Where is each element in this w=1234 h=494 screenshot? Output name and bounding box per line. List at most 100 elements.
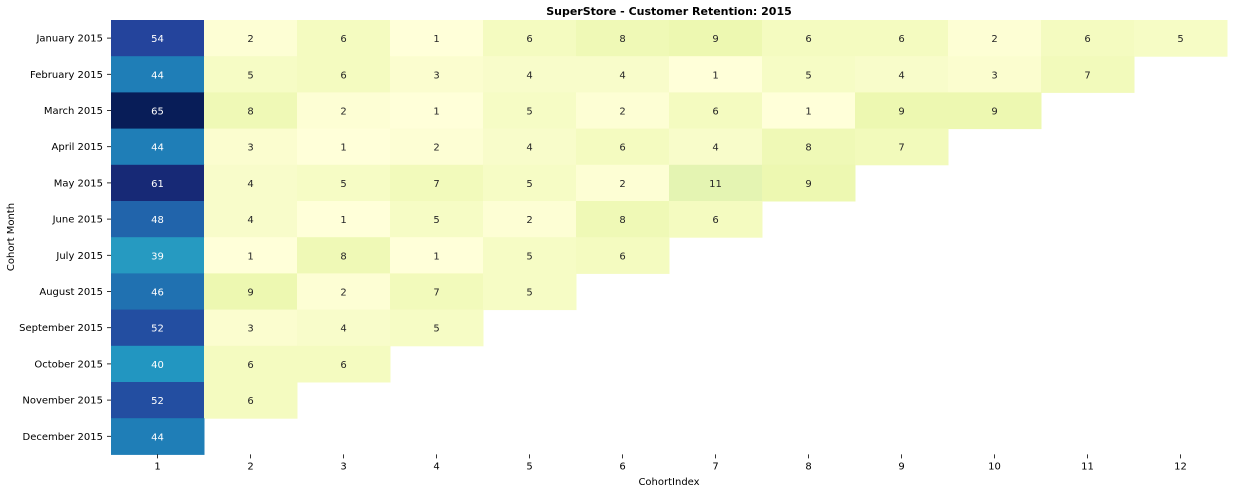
heatmap-cell — [297, 56, 391, 93]
cell-value-label: 6 — [805, 34, 811, 45]
cell-value-label: 3 — [247, 143, 253, 154]
cell-value-label: 4 — [526, 70, 532, 81]
cell-value-label: 6 — [712, 215, 718, 226]
heatmap-cell — [855, 56, 949, 93]
heatmap-cell — [204, 309, 298, 347]
heatmap-cell — [111, 237, 205, 274]
x-tick-label: 11 — [1081, 461, 1094, 472]
cell-value-label: 7 — [433, 288, 439, 299]
heatmap-cell — [483, 273, 577, 311]
x-axis-label: CohortIndex — [638, 477, 699, 488]
cell-value-label: 1 — [805, 107, 811, 118]
heatmap-cell — [204, 273, 298, 311]
heatmap-cell — [390, 309, 484, 347]
y-tick-label: January 2015 — [35, 34, 103, 45]
cell-value-label: 5 — [247, 70, 253, 81]
x-tick-label: 5 — [526, 461, 532, 472]
cell-value-label: 44 — [151, 70, 164, 81]
heatmap-cell — [297, 237, 391, 274]
heatmap-cell — [483, 164, 577, 202]
cell-value-label: 2 — [340, 107, 346, 118]
heatmap-cell — [483, 237, 577, 274]
heatmap-cell — [111, 56, 205, 93]
heatmap-cell — [576, 92, 670, 130]
cell-value-label: 65 — [151, 107, 164, 118]
cell-value-label: 11 — [709, 179, 722, 190]
cell-value-label: 6 — [526, 34, 532, 45]
x-tick-label: 8 — [805, 461, 811, 472]
x-tick-label: 10 — [988, 461, 1001, 472]
heatmap-cell — [390, 128, 484, 166]
cell-value-label: 9 — [712, 34, 718, 45]
y-tick-label: April 2015 — [52, 142, 103, 153]
heatmap-cell — [204, 164, 298, 202]
heatmap-cell — [948, 20, 1042, 57]
heatmap-cell — [111, 20, 205, 57]
cell-value-label: 7 — [1084, 70, 1090, 81]
heatmap-cell — [576, 56, 670, 93]
cell-value-label: 4 — [247, 215, 253, 226]
heatmap-cell — [855, 92, 949, 130]
heatmap-cell — [855, 128, 949, 166]
heatmap-cell — [1041, 56, 1135, 93]
cell-value-label: 5 — [526, 251, 532, 262]
heatmap-cell — [855, 20, 949, 57]
cell-value-label: 2 — [247, 34, 253, 45]
x-tick-label: 1 — [154, 461, 160, 472]
heatmap-cell — [297, 201, 391, 238]
cell-value-label: 4 — [247, 179, 253, 190]
cell-value-label: 5 — [526, 179, 532, 190]
heatmap-cell — [111, 273, 205, 311]
cell-value-label: 5 — [433, 215, 439, 226]
cell-value-label: 1 — [433, 251, 439, 262]
cell-value-label: 3 — [247, 324, 253, 335]
y-tick-labels: January 2015 February 2015 March 2015 April… — [19, 34, 111, 443]
heatmap-cell — [297, 164, 391, 202]
heatmap-cell — [576, 237, 670, 274]
cell-value-label: 9 — [805, 179, 811, 190]
x-tick-label: 3 — [340, 461, 346, 472]
x-tick-labels: 1 2 3 4 5 6 7 8 9 10 11 12 — [154, 454, 1187, 472]
cell-value-label: 4 — [712, 143, 718, 154]
cell-value-label: 5 — [526, 288, 532, 299]
heatmap-cell — [204, 92, 298, 130]
cell-value-label: 4 — [526, 143, 532, 154]
cell-value-label: 5 — [433, 324, 439, 335]
cell-value-label: 1 — [433, 107, 439, 118]
cell-value-label: 8 — [247, 107, 253, 118]
cell-value-label: 5 — [1177, 34, 1183, 45]
heatmap-cell — [483, 56, 577, 93]
cell-value-label: 6 — [898, 34, 904, 45]
chart-title: SuperStore - Customer Retention: 2015 — [546, 5, 792, 18]
cell-value-label: 39 — [151, 251, 164, 262]
cell-value-label: 4 — [619, 70, 625, 81]
heatmap-cell — [483, 20, 577, 57]
heatmap-cell — [669, 20, 763, 57]
heatmap-cell — [297, 128, 391, 166]
y-tick-label: September 2015 — [19, 323, 103, 334]
heatmap-cell — [948, 56, 1042, 93]
y-tick-label: August 2015 — [39, 287, 103, 298]
cell-value-label: 1 — [340, 215, 346, 226]
heatmap-cell — [483, 128, 577, 166]
heatmap-cell — [762, 164, 856, 202]
cell-value-label: 2 — [526, 215, 532, 226]
heatmap-cell — [1134, 20, 1228, 57]
cell-value-label: 7 — [433, 179, 439, 190]
y-tick-label: March 2015 — [44, 106, 103, 117]
heatmap-cell — [390, 20, 484, 57]
heatmap-cell — [390, 164, 484, 202]
x-tick-label: 2 — [247, 461, 253, 472]
y-axis-label: Cohort Month — [6, 203, 17, 271]
cell-value-label: 6 — [340, 360, 346, 371]
heatmap-cell — [669, 56, 763, 93]
x-tick-label: 6 — [619, 461, 625, 472]
heatmap-cell — [297, 20, 391, 57]
cell-value-label: 2 — [991, 34, 997, 45]
x-tick-label: 7 — [712, 461, 718, 472]
cell-value-label: 7 — [898, 143, 904, 154]
cell-value-label: 6 — [619, 143, 625, 154]
cell-value-label: 3 — [433, 70, 439, 81]
heatmap-cells: 54 2 6 1 6 8 9 6 6 2 6 544 5 6 3 4 4 1 5 4 3 765 8 2 1 5 2 6 1 9 944 3 1… — [111, 20, 1228, 455]
cell-value-label: 54 — [151, 34, 164, 45]
